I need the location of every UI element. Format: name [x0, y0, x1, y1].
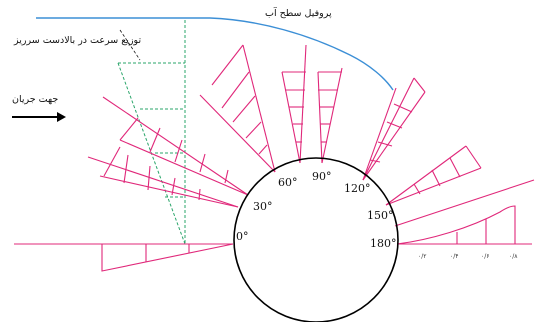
profile-180deg	[396, 205, 532, 245]
angle-label-120: 120°	[344, 182, 371, 195]
profile-60deg	[199, 44, 276, 173]
flow-direction-arrow	[12, 112, 66, 122]
profile-165deg	[394, 179, 535, 227]
weir-crest-circle	[233, 157, 399, 322]
angle-label-0: 0°	[236, 230, 249, 243]
profile-120deg	[362, 77, 426, 181]
label-leader-line	[119, 29, 141, 61]
flow-direction-label: جهت جریان	[12, 94, 58, 105]
angle-label-60: 60°	[278, 176, 298, 189]
angle-label-30: 30°	[253, 200, 273, 213]
profile-0deg	[14, 243, 234, 272]
water-surface-profile-label: پروفیل سطح آب	[265, 6, 332, 19]
profile-90deg	[317, 67, 343, 164]
scale-tick-4: ۰/۸	[509, 253, 518, 260]
angle-label-150: 150°	[367, 209, 394, 222]
angle-label-180: 180°	[370, 237, 397, 250]
upstream-velocity-label: توزیع سرعت در بالادست سرریز	[13, 35, 141, 46]
scale-tick-2: ۰/۴	[450, 253, 458, 260]
angle-label-90: 90°	[312, 170, 332, 183]
upstream-velocity-distribution	[117, 20, 186, 245]
profile-45deg	[102, 96, 249, 196]
profile-75deg	[281, 44, 307, 164]
scale-tick-1: ۰/۲	[418, 253, 426, 260]
profile-150deg	[385, 145, 482, 206]
profile-30deg	[87, 146, 239, 208]
scale-tick-3: ۰/۶	[481, 253, 489, 260]
water-surface-line	[36, 17, 394, 91]
